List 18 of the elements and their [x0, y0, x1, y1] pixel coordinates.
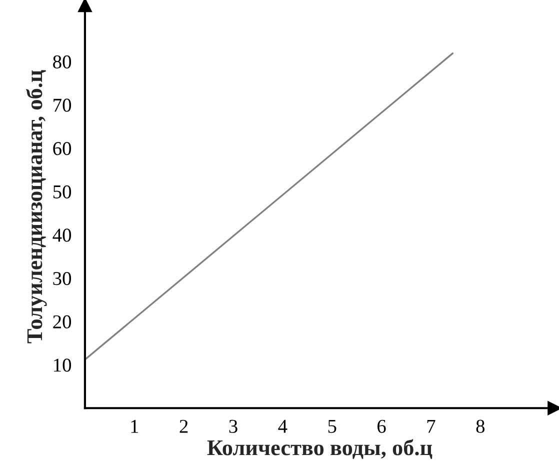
x-tick-label: 5: [328, 420, 336, 433]
x-tick-label: 7: [427, 420, 436, 433]
x-tick-label: 8: [476, 420, 485, 433]
y-tick-label: 50: [53, 185, 72, 198]
x-tick-label: 1: [131, 420, 138, 433]
y-tick-label: 80: [53, 55, 72, 68]
x-tick-label: 2: [180, 420, 188, 433]
y-tick-label: 30: [53, 272, 72, 286]
x-tick-label: 6: [378, 420, 386, 433]
y-tick-label: 70: [54, 98, 72, 112]
y-tick-label: 20: [53, 315, 72, 328]
y-axis-title: Толуилендиизоцианат, об.ц: [26, 70, 47, 344]
x-axis-title: Количество воды, об.ц: [207, 439, 432, 459]
y-tick-label: 40: [52, 228, 72, 242]
y-tick-label: 10: [54, 358, 72, 372]
y-tick-label: 60: [53, 142, 72, 156]
x-tick-label: 3: [229, 420, 238, 433]
x-tick-label: 4: [278, 420, 288, 433]
